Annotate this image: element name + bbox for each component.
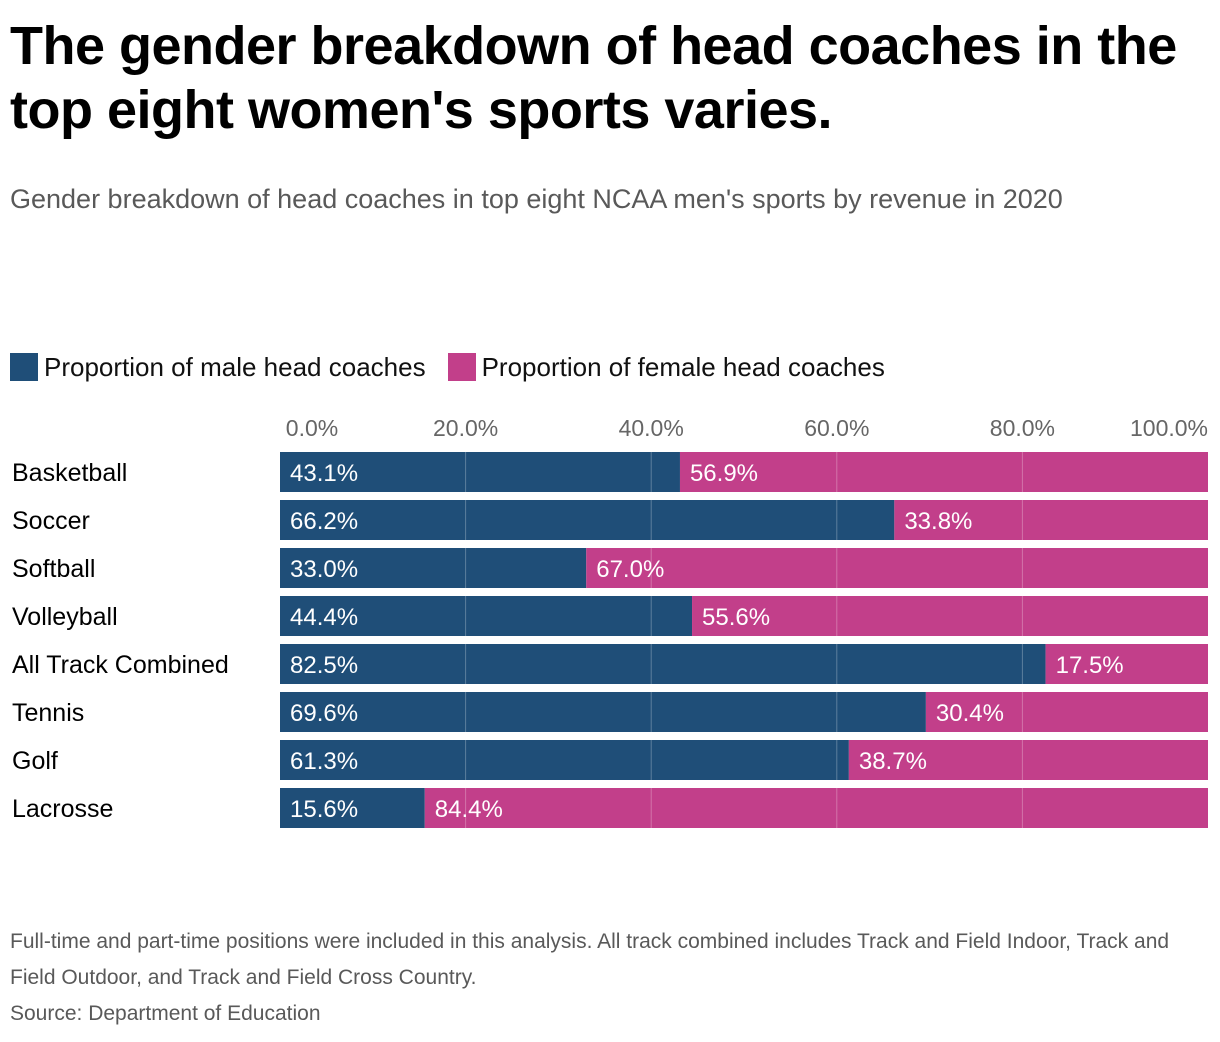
- legend-label-male: Proportion of male head coaches: [44, 351, 426, 382]
- x-tick-label: 40.0%: [619, 415, 684, 441]
- bar-female: [424, 788, 1208, 828]
- category-label: Volleyball: [12, 603, 118, 631]
- category-label: Lacrosse: [12, 795, 113, 823]
- data-label-male: 43.1%: [290, 460, 358, 487]
- bar-female: [586, 548, 1208, 588]
- bar-male: [280, 500, 895, 540]
- bar-female: [679, 452, 1208, 492]
- data-label-female: 38.7%: [859, 748, 927, 775]
- chart-source: Source: Department of Education: [10, 1002, 321, 1025]
- bar-male: [280, 452, 680, 492]
- bar-male: [280, 788, 425, 828]
- data-label-male: 61.3%: [290, 748, 358, 775]
- category-label: All Track Combined: [12, 651, 229, 679]
- data-label-female: 84.4%: [435, 796, 503, 823]
- bar-female: [925, 692, 1208, 732]
- footnotes: Full-time and part-time positions were i…: [10, 924, 1210, 1032]
- chart-title: The gender breakdown of head coaches in …: [10, 16, 1177, 140]
- data-label-female: 55.6%: [702, 604, 770, 631]
- x-tick-label: 80.0%: [990, 415, 1055, 441]
- bar-female: [894, 500, 1208, 540]
- chart-note: Full-time and part-time positions were i…: [10, 930, 1170, 989]
- bars: 43.1% 56.9% 66.2% 33.8% 33.0% 67.0% 44.4% 55.6%…: [280, 452, 1208, 828]
- x-tick-label: 100.0%: [1130, 415, 1208, 441]
- bar-female: [1045, 644, 1208, 684]
- data-label-male: 66.2%: [290, 508, 358, 535]
- bar-male: [280, 644, 1046, 684]
- data-label-female: 33.8%: [904, 508, 972, 535]
- x-tick-label: 60.0%: [804, 415, 869, 441]
- bar-male: [280, 548, 587, 588]
- category-label: Golf: [12, 747, 58, 775]
- bar-male: [280, 740, 849, 780]
- bar-female: [848, 740, 1208, 780]
- legend-swatch-male: [10, 353, 38, 381]
- category-label: Softball: [12, 555, 95, 583]
- data-label-male: 82.5%: [290, 652, 358, 679]
- data-label-male: 15.6%: [290, 796, 358, 823]
- legend-label-female: Proportion of female head coaches: [481, 351, 885, 382]
- data-label-male: 69.6%: [290, 700, 358, 727]
- data-label-male: 44.4%: [290, 604, 358, 631]
- category-label: Tennis: [12, 699, 84, 727]
- legend-item-male: Proportion of male head coaches: [10, 352, 426, 383]
- x-tick-label: 0.0%: [286, 415, 338, 441]
- data-label-male: 33.0%: [290, 556, 358, 583]
- category-label: Basketball: [12, 459, 127, 487]
- data-label-female: 17.5%: [1056, 652, 1124, 679]
- data-label-female: 30.4%: [936, 700, 1004, 727]
- data-label-female: 67.0%: [596, 556, 664, 583]
- chart-subtitle: Gender breakdown of head coaches in top …: [10, 184, 1063, 214]
- legend: Proportion of male head coaches Proporti…: [10, 350, 907, 384]
- data-label-female: 56.9%: [690, 460, 758, 487]
- stacked-bar-chart: 0.0% 20.0% 40.0% 60.0% 80.0% 100.0% 43.1% 56.9%…: [12, 415, 1208, 828]
- bar-male: [280, 692, 926, 732]
- category-label: Soccer: [12, 507, 90, 535]
- bar-female: [692, 596, 1208, 636]
- legend-item-female: Proportion of female head coaches: [447, 351, 885, 383]
- bar-male: [280, 596, 693, 636]
- x-tick-label: 20.0%: [433, 415, 498, 441]
- legend-swatch-female: [447, 353, 476, 381]
